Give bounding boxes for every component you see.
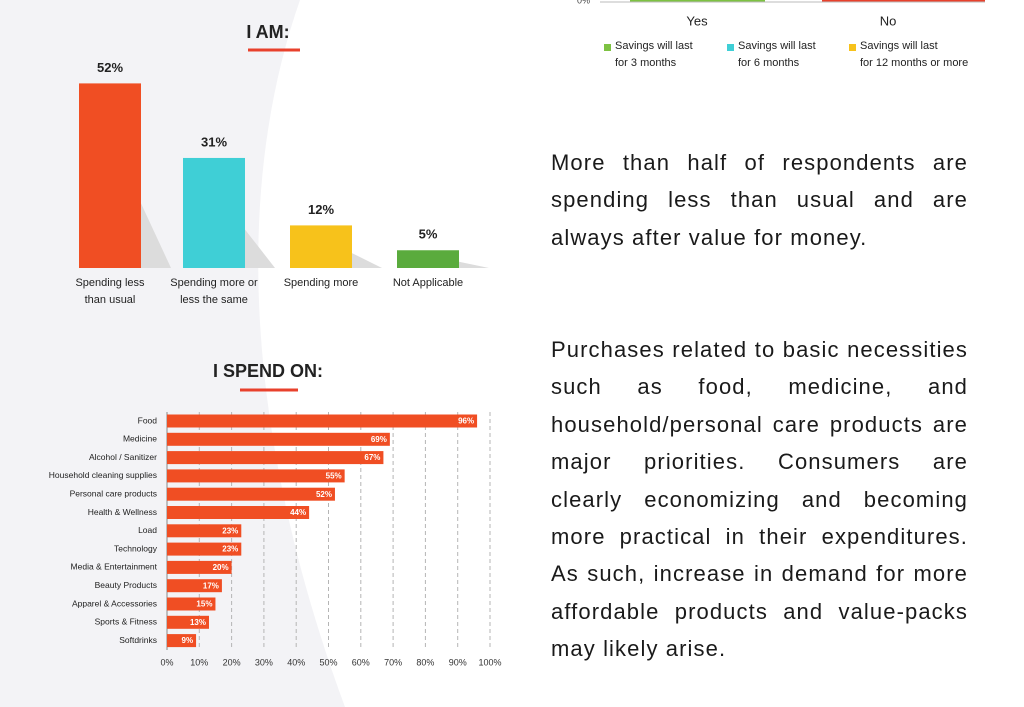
x-tick-label: 30%: [255, 657, 273, 667]
y-tick-label: Medicine: [123, 434, 157, 444]
x-tick-label: Spending more or less the same: [170, 277, 258, 306]
x-tick-label: Spending less than usual: [75, 277, 145, 306]
value-label: 12%: [308, 202, 334, 217]
legend-swatch: [849, 44, 856, 51]
y-tick-label: 0%: [577, 0, 590, 5]
bar: [167, 524, 242, 538]
bar: [290, 225, 352, 268]
value-label: 44%: [290, 508, 306, 517]
value-label: 13%: [190, 618, 206, 627]
value-label: 23%: [222, 545, 238, 554]
legend-label: Savings will last for 12 months or more: [860, 40, 969, 69]
bar: [167, 615, 209, 629]
value-label: 52%: [97, 60, 123, 75]
legend-label: Savings will last for 3 months: [615, 40, 693, 69]
x-tick-label: Spending more: [283, 277, 359, 289]
value-label: 15%: [196, 600, 212, 609]
paragraph: Purchases related to basic necessities s…: [551, 337, 968, 662]
bar: [167, 414, 478, 428]
legend-label: Savings will last for 6 months: [738, 40, 816, 69]
value-label: 5%: [419, 227, 438, 242]
chart-title: I SPEND ON:: [213, 361, 323, 381]
x-tick-label: 0%: [160, 657, 173, 667]
value-label: 9%: [182, 636, 194, 645]
bar: [183, 157, 245, 268]
x-tick-label: 20%: [223, 657, 241, 667]
bar: [167, 432, 390, 446]
x-tick-label: 60%: [352, 657, 370, 667]
chart-title: I AM:: [246, 22, 289, 42]
y-tick-label: Personal care products: [70, 488, 157, 498]
x-tick-label: Yes: [686, 13, 708, 28]
bar: [167, 487, 335, 501]
x-tick-label: Not Applicable: [392, 277, 464, 289]
bar-shadow: [352, 253, 382, 268]
bar: [167, 579, 222, 593]
bar: [167, 634, 197, 648]
x-tick-label: 40%: [287, 657, 305, 667]
bar: [167, 560, 232, 574]
x-tick-label: 10%: [190, 657, 208, 667]
legend-swatch: [727, 44, 734, 51]
y-tick-label: Alcohol / Sanitizer: [89, 452, 157, 462]
y-tick-label: Media & Entertainment: [71, 562, 158, 572]
x-tick-label: No: [880, 13, 897, 28]
y-tick-label: Household cleaning supplies: [49, 470, 157, 480]
y-tick-label: Food: [138, 415, 158, 425]
bar-shadow: [459, 261, 489, 268]
y-tick-label: Beauty Products: [95, 580, 157, 590]
value-label: 69%: [371, 435, 387, 444]
x-tick-label: 70%: [384, 657, 402, 667]
y-tick-label: Softdrinks: [119, 635, 157, 645]
y-tick-label: Load: [138, 525, 157, 535]
bar-shadow: [141, 203, 171, 268]
value-label: 31%: [201, 134, 227, 149]
value-label: 55%: [326, 472, 342, 481]
value-label: 23%: [222, 526, 238, 535]
x-tick-label: 50%: [319, 657, 337, 667]
bar: [167, 451, 384, 465]
bar: [79, 83, 141, 269]
value-label: 67%: [364, 453, 380, 462]
bar: [167, 542, 242, 556]
paragraph: More than half of respondents are spendi…: [551, 150, 968, 250]
value-label: 17%: [203, 581, 219, 590]
value-label: 20%: [213, 563, 229, 572]
cropped-bar: [630, 0, 765, 2]
x-tick-label: 80%: [416, 657, 434, 667]
x-tick-label: 90%: [449, 657, 467, 667]
y-tick-label: Technology: [114, 543, 158, 553]
value-label: 52%: [316, 490, 332, 499]
y-tick-label: Sports & Fitness: [95, 617, 157, 627]
y-tick-label: Health & Wellness: [88, 507, 157, 517]
x-tick-label: 100%: [478, 657, 501, 667]
bar: [167, 469, 345, 483]
bar: [167, 506, 310, 519]
bar: [167, 597, 216, 611]
legend-swatch: [604, 44, 611, 51]
cropped-bar: [822, 0, 985, 2]
y-tick-label: Apparel & Accessories: [72, 598, 157, 608]
value-label: 96%: [458, 417, 474, 426]
bar-shadow: [245, 229, 275, 268]
bar: [397, 250, 459, 268]
